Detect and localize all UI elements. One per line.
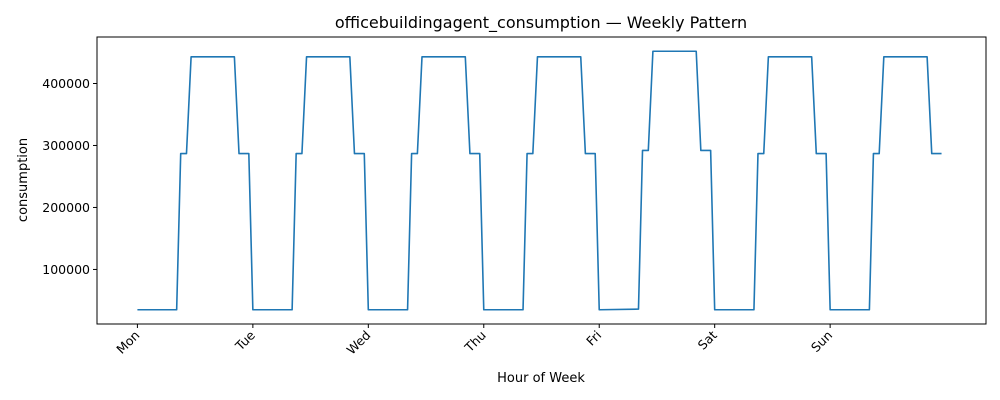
- y-tick-label: 100000: [42, 262, 90, 277]
- chart-title: officebuildingagent_consumption — Weekly…: [335, 13, 747, 33]
- y-tick-label: 300000: [42, 138, 90, 153]
- series-line-0: [137, 50, 942, 311]
- x-tick-label: Sun: [808, 328, 835, 355]
- x-tick-label: Tue: [232, 327, 259, 354]
- x-tick-label: Mon: [113, 328, 142, 357]
- y-axis-title: consumption: [16, 138, 31, 222]
- chart-marks: [137, 50, 942, 311]
- x-axis-title: Hour of Week: [497, 371, 585, 386]
- x-tick-label: Fri: [583, 328, 604, 349]
- x-tick-label: Thu: [461, 328, 489, 356]
- y-tick-label: 400000: [42, 76, 90, 91]
- y-axis: 100000 200000 300000 400000: [42, 76, 97, 277]
- plot-area-frame: [96, 36, 987, 325]
- x-axis: Mon Tue Wed Thu Fri Sat Sun: [113, 324, 835, 357]
- y-tick-label: 200000: [42, 200, 90, 215]
- x-tick-label: Wed: [344, 328, 374, 358]
- x-tick-label: Sat: [695, 327, 720, 352]
